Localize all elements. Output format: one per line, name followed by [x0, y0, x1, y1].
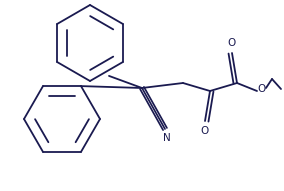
Text: N: N	[163, 133, 171, 143]
Text: O: O	[227, 38, 235, 48]
Text: O: O	[200, 126, 208, 136]
Text: O: O	[258, 84, 266, 94]
